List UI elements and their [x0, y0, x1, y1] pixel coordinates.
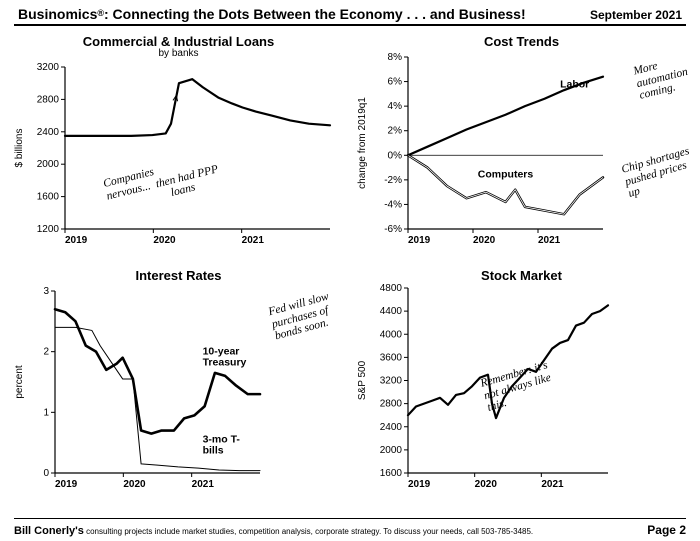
- svg-text:bills: bills: [203, 445, 224, 457]
- panel-stock: Stock Market 1600 2000 2400 2800 3200 3600 400…: [353, 268, 690, 498]
- svg-text:S&P 500: S&P 500: [357, 360, 368, 400]
- svg-text:2800: 2800: [37, 94, 60, 105]
- footer-text-wrap: Bill Conerly's consulting projects inclu…: [14, 525, 533, 537]
- svg-text:-4%: -4%: [384, 199, 402, 210]
- svg-text:$ billions: $ billions: [14, 129, 25, 168]
- footer-rule: [14, 518, 686, 519]
- panel-rates: Interest Rates 0123201920202021percent10…: [10, 268, 347, 498]
- page-header: Businomics®: Connecting the Dots Between…: [0, 0, 700, 24]
- svg-text:2019: 2019: [408, 479, 431, 490]
- svg-text:1200: 1200: [37, 224, 60, 235]
- svg-text:2800: 2800: [380, 399, 403, 410]
- svg-text:3600: 3600: [380, 352, 403, 363]
- svg-text:2021: 2021: [541, 479, 564, 490]
- svg-text:2: 2: [43, 347, 49, 358]
- footer-page: Page 2: [647, 523, 686, 537]
- svg-text:2%: 2%: [388, 126, 403, 137]
- loans-subtitle: by banks: [10, 48, 347, 59]
- header-date: September 2021: [590, 8, 682, 22]
- stock-title: Stock Market: [353, 268, 690, 283]
- title-main: Businomics: [18, 6, 97, 22]
- svg-text:2400: 2400: [37, 127, 60, 138]
- svg-text:3: 3: [43, 286, 49, 297]
- svg-text:1600: 1600: [380, 468, 403, 479]
- svg-text:2019: 2019: [408, 235, 431, 246]
- svg-text:Computers: Computers: [478, 168, 534, 180]
- loans-title: Commercial & Industrial Loans: [10, 34, 347, 49]
- title-rest: : Connecting the Dots Between the Econom…: [104, 6, 526, 22]
- svg-text:3200: 3200: [37, 62, 60, 73]
- svg-text:2000: 2000: [380, 445, 403, 456]
- svg-text:2020: 2020: [153, 235, 176, 246]
- svg-text:2000: 2000: [37, 159, 60, 170]
- chart-grid: Commercial & Industrial Loans by banks 1…: [0, 26, 700, 498]
- svg-text:1: 1: [43, 407, 49, 418]
- cost-title: Cost Trends: [353, 34, 690, 49]
- svg-text:-6%: -6%: [384, 224, 402, 235]
- svg-text:percent: percent: [14, 365, 25, 399]
- svg-text:2021: 2021: [192, 479, 215, 490]
- svg-text:3200: 3200: [380, 376, 403, 387]
- footer-text: consulting projects include market studi…: [84, 527, 533, 536]
- panel-loans: Commercial & Industrial Loans by banks 1…: [10, 34, 347, 264]
- svg-text:change from 2019q1: change from 2019q1: [357, 97, 368, 189]
- svg-text:-2%: -2%: [384, 175, 402, 186]
- svg-text:4000: 4000: [380, 329, 403, 340]
- page-footer: Bill Conerly's consulting projects inclu…: [14, 523, 686, 537]
- svg-text:2021: 2021: [538, 235, 561, 246]
- rates-title: Interest Rates: [10, 268, 347, 283]
- svg-text:Labor: Labor: [560, 79, 589, 91]
- svg-text:2020: 2020: [475, 479, 498, 490]
- loans-chart: 1200 1600 2000 2400 2800 3200 2019 2020 2021 $ bi…: [10, 59, 340, 249]
- svg-text:0%: 0%: [388, 150, 403, 161]
- title-reg: ®: [97, 8, 104, 18]
- svg-text:4%: 4%: [388, 101, 403, 112]
- footer-name: Bill Conerly's: [14, 525, 84, 537]
- svg-text:2021: 2021: [242, 235, 265, 246]
- panel-cost: Cost Trends -6% -4% -2% 0% 2% 4% 6% 8% 2019 2020 2…: [353, 34, 690, 264]
- svg-text:2019: 2019: [55, 479, 78, 490]
- svg-text:6%: 6%: [388, 77, 403, 88]
- svg-text:2020: 2020: [123, 479, 146, 490]
- cost-chart: -6% -4% -2% 0% 2% 4% 6% 8% 2019 2020 2021 change fr…: [353, 49, 683, 249]
- svg-text:1600: 1600: [37, 192, 60, 203]
- svg-text:8%: 8%: [388, 52, 403, 63]
- svg-text:2019: 2019: [65, 235, 88, 246]
- header-title: Businomics®: Connecting the Dots Between…: [18, 6, 526, 22]
- svg-text:4400: 4400: [380, 306, 403, 317]
- svg-text:4800: 4800: [380, 283, 403, 294]
- svg-text:2020: 2020: [473, 235, 496, 246]
- svg-text:0: 0: [43, 468, 49, 479]
- svg-text:2400: 2400: [380, 422, 403, 433]
- svg-text:Treasury: Treasury: [203, 357, 247, 369]
